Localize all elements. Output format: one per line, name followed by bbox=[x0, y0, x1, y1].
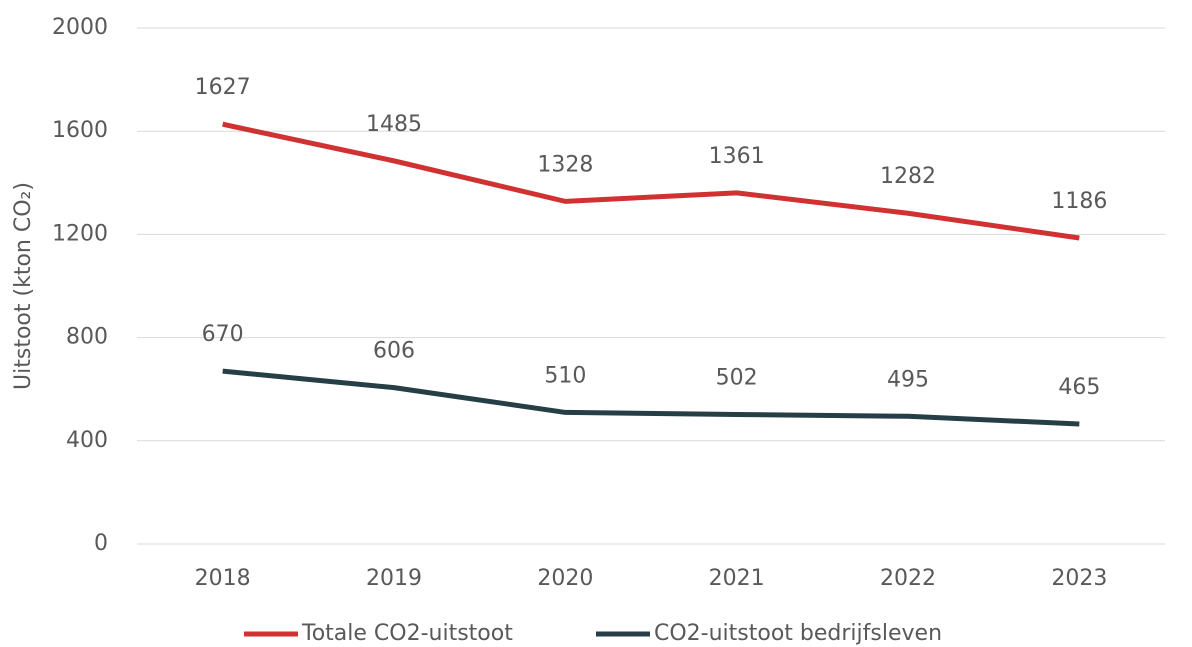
y-tick-label: 1600 bbox=[52, 118, 108, 143]
legend-label: Totale CO2-uitstoot bbox=[301, 621, 513, 646]
y-tick-label: 400 bbox=[66, 428, 108, 453]
y-tick-label: 0 bbox=[94, 531, 108, 556]
data-label: 1328 bbox=[537, 152, 593, 177]
y-axis-label: Uitstoot (kton CO₂) bbox=[11, 182, 36, 390]
y-tick-label: 2000 bbox=[52, 15, 108, 40]
y-tick-label: 800 bbox=[66, 325, 108, 350]
data-label: 606 bbox=[373, 339, 415, 364]
data-label: 1186 bbox=[1051, 189, 1107, 214]
data-label: 510 bbox=[544, 363, 586, 388]
series-line bbox=[222, 368, 1080, 427]
data-label: 1361 bbox=[709, 144, 765, 169]
series-line bbox=[222, 121, 1080, 241]
x-tick-label: 2022 bbox=[880, 566, 936, 591]
legend-label: CO2-uitstoot bedrijfsleven bbox=[654, 621, 942, 646]
data-label: 502 bbox=[716, 365, 758, 390]
data-label: 495 bbox=[887, 367, 929, 392]
data-label: 1282 bbox=[880, 164, 936, 189]
data-label: 670 bbox=[202, 322, 244, 347]
data-label: 1627 bbox=[195, 75, 251, 100]
y-tick-label: 1200 bbox=[52, 221, 108, 246]
data-label: 465 bbox=[1058, 375, 1100, 400]
x-tick-label: 2018 bbox=[195, 566, 251, 591]
data-label: 1485 bbox=[366, 112, 422, 137]
x-tick-label: 2021 bbox=[709, 566, 765, 591]
x-tick-label: 2023 bbox=[1051, 566, 1107, 591]
x-tick-label: 2019 bbox=[366, 566, 422, 591]
x-tick-label: 2020 bbox=[537, 566, 593, 591]
